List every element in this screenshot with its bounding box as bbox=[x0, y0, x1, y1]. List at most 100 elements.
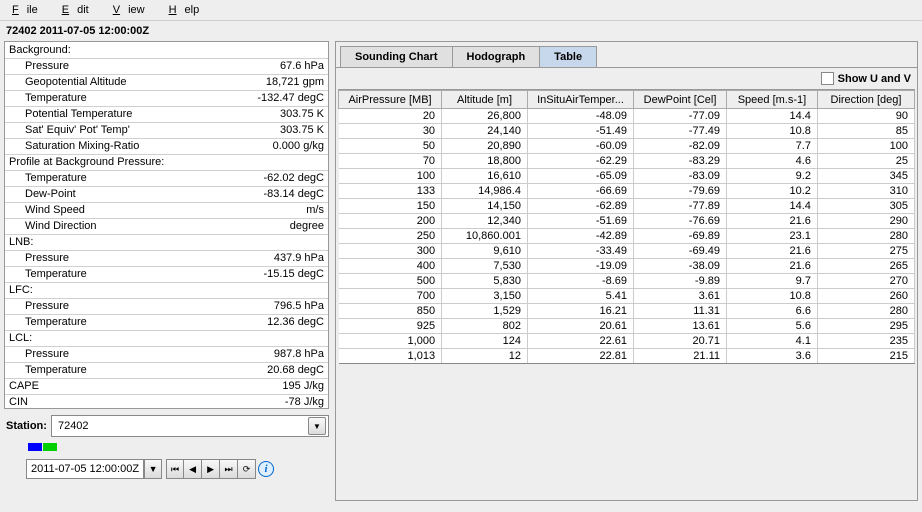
table-cell: 23.1 bbox=[727, 229, 818, 244]
table-row[interactable]: 3024,140-51.49-77.4910.885 bbox=[339, 124, 915, 139]
section-background: Background: bbox=[5, 42, 328, 58]
table-cell: 6.6 bbox=[727, 304, 818, 319]
column-header[interactable]: Direction [deg] bbox=[817, 91, 914, 109]
table-row[interactable]: 20012,340-51.69-76.6921.6290 bbox=[339, 214, 915, 229]
table-cell: -33.49 bbox=[527, 244, 633, 259]
time-dropdown-button[interactable]: ▼ bbox=[144, 459, 162, 479]
table-cell: 5,830 bbox=[442, 274, 528, 289]
table-cell: -76.69 bbox=[634, 214, 727, 229]
table-row[interactable]: 2026,800-48.09-77.0914.490 bbox=[339, 109, 915, 124]
table-cell: 265 bbox=[817, 259, 914, 274]
info-icon[interactable]: i bbox=[258, 461, 274, 477]
station-label: Station: bbox=[4, 420, 47, 432]
table-cell: 215 bbox=[817, 349, 914, 364]
table-cell: 10.8 bbox=[727, 289, 818, 304]
station-value: 72402 bbox=[58, 420, 89, 432]
table-cell: 345 bbox=[817, 169, 914, 184]
table-cell: 10,860.001 bbox=[442, 229, 528, 244]
table-cell: 295 bbox=[817, 319, 914, 334]
table-cell: 700 bbox=[339, 289, 442, 304]
table-cell: -69.49 bbox=[634, 244, 727, 259]
table-cell: 4.6 bbox=[727, 154, 818, 169]
tab-bar: Sounding Chart Hodograph Table bbox=[336, 42, 917, 68]
menu-view[interactable]: View bbox=[105, 2, 161, 18]
table-cell: 280 bbox=[817, 304, 914, 319]
table-row[interactable]: 7018,800-62.29-83.294.625 bbox=[339, 154, 915, 169]
table-cell: 850 bbox=[339, 304, 442, 319]
table-cell: 3,150 bbox=[442, 289, 528, 304]
table-cell: 21.6 bbox=[727, 214, 818, 229]
playback-bar: 2011-07-05 12:00:00Z ▼ ⏮ ◀ ▶ ⏭ ⟳ i bbox=[4, 459, 329, 479]
table-cell: 124 bbox=[442, 334, 528, 349]
table-cell: 270 bbox=[817, 274, 914, 289]
table-cell: -60.09 bbox=[527, 139, 633, 154]
table-cell: -38.09 bbox=[634, 259, 727, 274]
table-cell: 16.21 bbox=[527, 304, 633, 319]
table-cell: 100 bbox=[817, 139, 914, 154]
play-back-button[interactable]: ◀ bbox=[184, 459, 202, 479]
station-combo[interactable]: 72402 ▼ bbox=[51, 415, 329, 437]
section-lfc: LFC: bbox=[5, 282, 328, 298]
table-cell: -66.69 bbox=[527, 184, 633, 199]
chevron-down-icon[interactable]: ▼ bbox=[308, 417, 326, 435]
table-cell: 20.71 bbox=[634, 334, 727, 349]
table-cell: 802 bbox=[442, 319, 528, 334]
table-row[interactable]: 4007,530-19.09-38.0921.6265 bbox=[339, 259, 915, 274]
column-header[interactable]: AirPressure [MB] bbox=[339, 91, 442, 109]
table-cell: 30 bbox=[339, 124, 442, 139]
table-row[interactable]: 25010,860.001-42.89-69.8923.1280 bbox=[339, 229, 915, 244]
column-header[interactable]: InSituAirTemper... bbox=[527, 91, 633, 109]
data-table: AirPressure [MB]Altitude [m]InSituAirTem… bbox=[338, 90, 915, 364]
table-cell: 10.2 bbox=[727, 184, 818, 199]
show-u-v-label: Show U and V bbox=[838, 73, 911, 85]
tab-content: Show U and V AirPressure [MB]Altitude [m… bbox=[336, 68, 917, 500]
table-row[interactable]: 5005,830-8.69-9.899.7270 bbox=[339, 274, 915, 289]
table-cell: 4.1 bbox=[727, 334, 818, 349]
menu-help[interactable]: Help bbox=[161, 2, 216, 18]
column-header[interactable]: DewPoint [Cel] bbox=[634, 91, 727, 109]
skip-forward-button[interactable]: ⏭ bbox=[220, 459, 238, 479]
table-cell: -77.49 bbox=[634, 124, 727, 139]
skip-back-button[interactable]: ⏮ bbox=[166, 459, 184, 479]
tab-sounding-chart[interactable]: Sounding Chart bbox=[340, 46, 453, 67]
table-cell: -42.89 bbox=[527, 229, 633, 244]
table-row[interactable]: 92580220.6113.615.6295 bbox=[339, 319, 915, 334]
column-header[interactable]: Altitude [m] bbox=[442, 91, 528, 109]
column-header[interactable]: Speed [m.s-1] bbox=[727, 91, 818, 109]
table-cell: 9,610 bbox=[442, 244, 528, 259]
play-forward-button[interactable]: ▶ bbox=[202, 459, 220, 479]
loop-button[interactable]: ⟳ bbox=[238, 459, 256, 479]
properties-table: Background: Pressure67.6 hPa Geopotentia… bbox=[5, 42, 328, 409]
table-row[interactable]: 5020,890-60.09-82.097.7100 bbox=[339, 139, 915, 154]
table-cell: 5.41 bbox=[527, 289, 633, 304]
table-row[interactable]: 3009,610-33.49-69.4921.6275 bbox=[339, 244, 915, 259]
menu-file[interactable]: File bbox=[4, 2, 54, 18]
table-cell: 11.31 bbox=[634, 304, 727, 319]
table-row[interactable]: 10016,610-65.09-83.099.2345 bbox=[339, 169, 915, 184]
table-row[interactable]: 15014,150-62.89-77.8914.4305 bbox=[339, 199, 915, 214]
table-cell: 14,150 bbox=[442, 199, 528, 214]
table-cell: -77.09 bbox=[634, 109, 727, 124]
table-cell: 21.6 bbox=[727, 244, 818, 259]
table-row[interactable]: 1,0131222.8121.113.6215 bbox=[339, 349, 915, 364]
table-cell: 14.4 bbox=[727, 199, 818, 214]
table-cell: -62.29 bbox=[527, 154, 633, 169]
table-row[interactable]: 13314,986.4-66.69-79.6910.2310 bbox=[339, 184, 915, 199]
show-u-v-checkbox[interactable] bbox=[821, 72, 834, 85]
table-cell: -83.09 bbox=[634, 169, 727, 184]
time-input[interactable]: 2011-07-05 12:00:00Z bbox=[26, 459, 144, 479]
main-area: Background: Pressure67.6 hPa Geopotentia… bbox=[0, 39, 922, 505]
tab-hodograph[interactable]: Hodograph bbox=[452, 46, 541, 67]
table-cell: 7,530 bbox=[442, 259, 528, 274]
tab-table[interactable]: Table bbox=[539, 46, 597, 67]
table-row[interactable]: 1,00012422.6120.714.1235 bbox=[339, 334, 915, 349]
table-cell: 13.61 bbox=[634, 319, 727, 334]
menu-edit[interactable]: Edit bbox=[54, 2, 105, 18]
legend-blue-icon bbox=[28, 443, 42, 451]
table-cell: -77.89 bbox=[634, 199, 727, 214]
table-cell: 200 bbox=[339, 214, 442, 229]
table-cell: 235 bbox=[817, 334, 914, 349]
table-row[interactable]: 8501,52916.2111.316.6280 bbox=[339, 304, 915, 319]
table-row[interactable]: 7003,1505.413.6110.8260 bbox=[339, 289, 915, 304]
table-cell: 25 bbox=[817, 154, 914, 169]
